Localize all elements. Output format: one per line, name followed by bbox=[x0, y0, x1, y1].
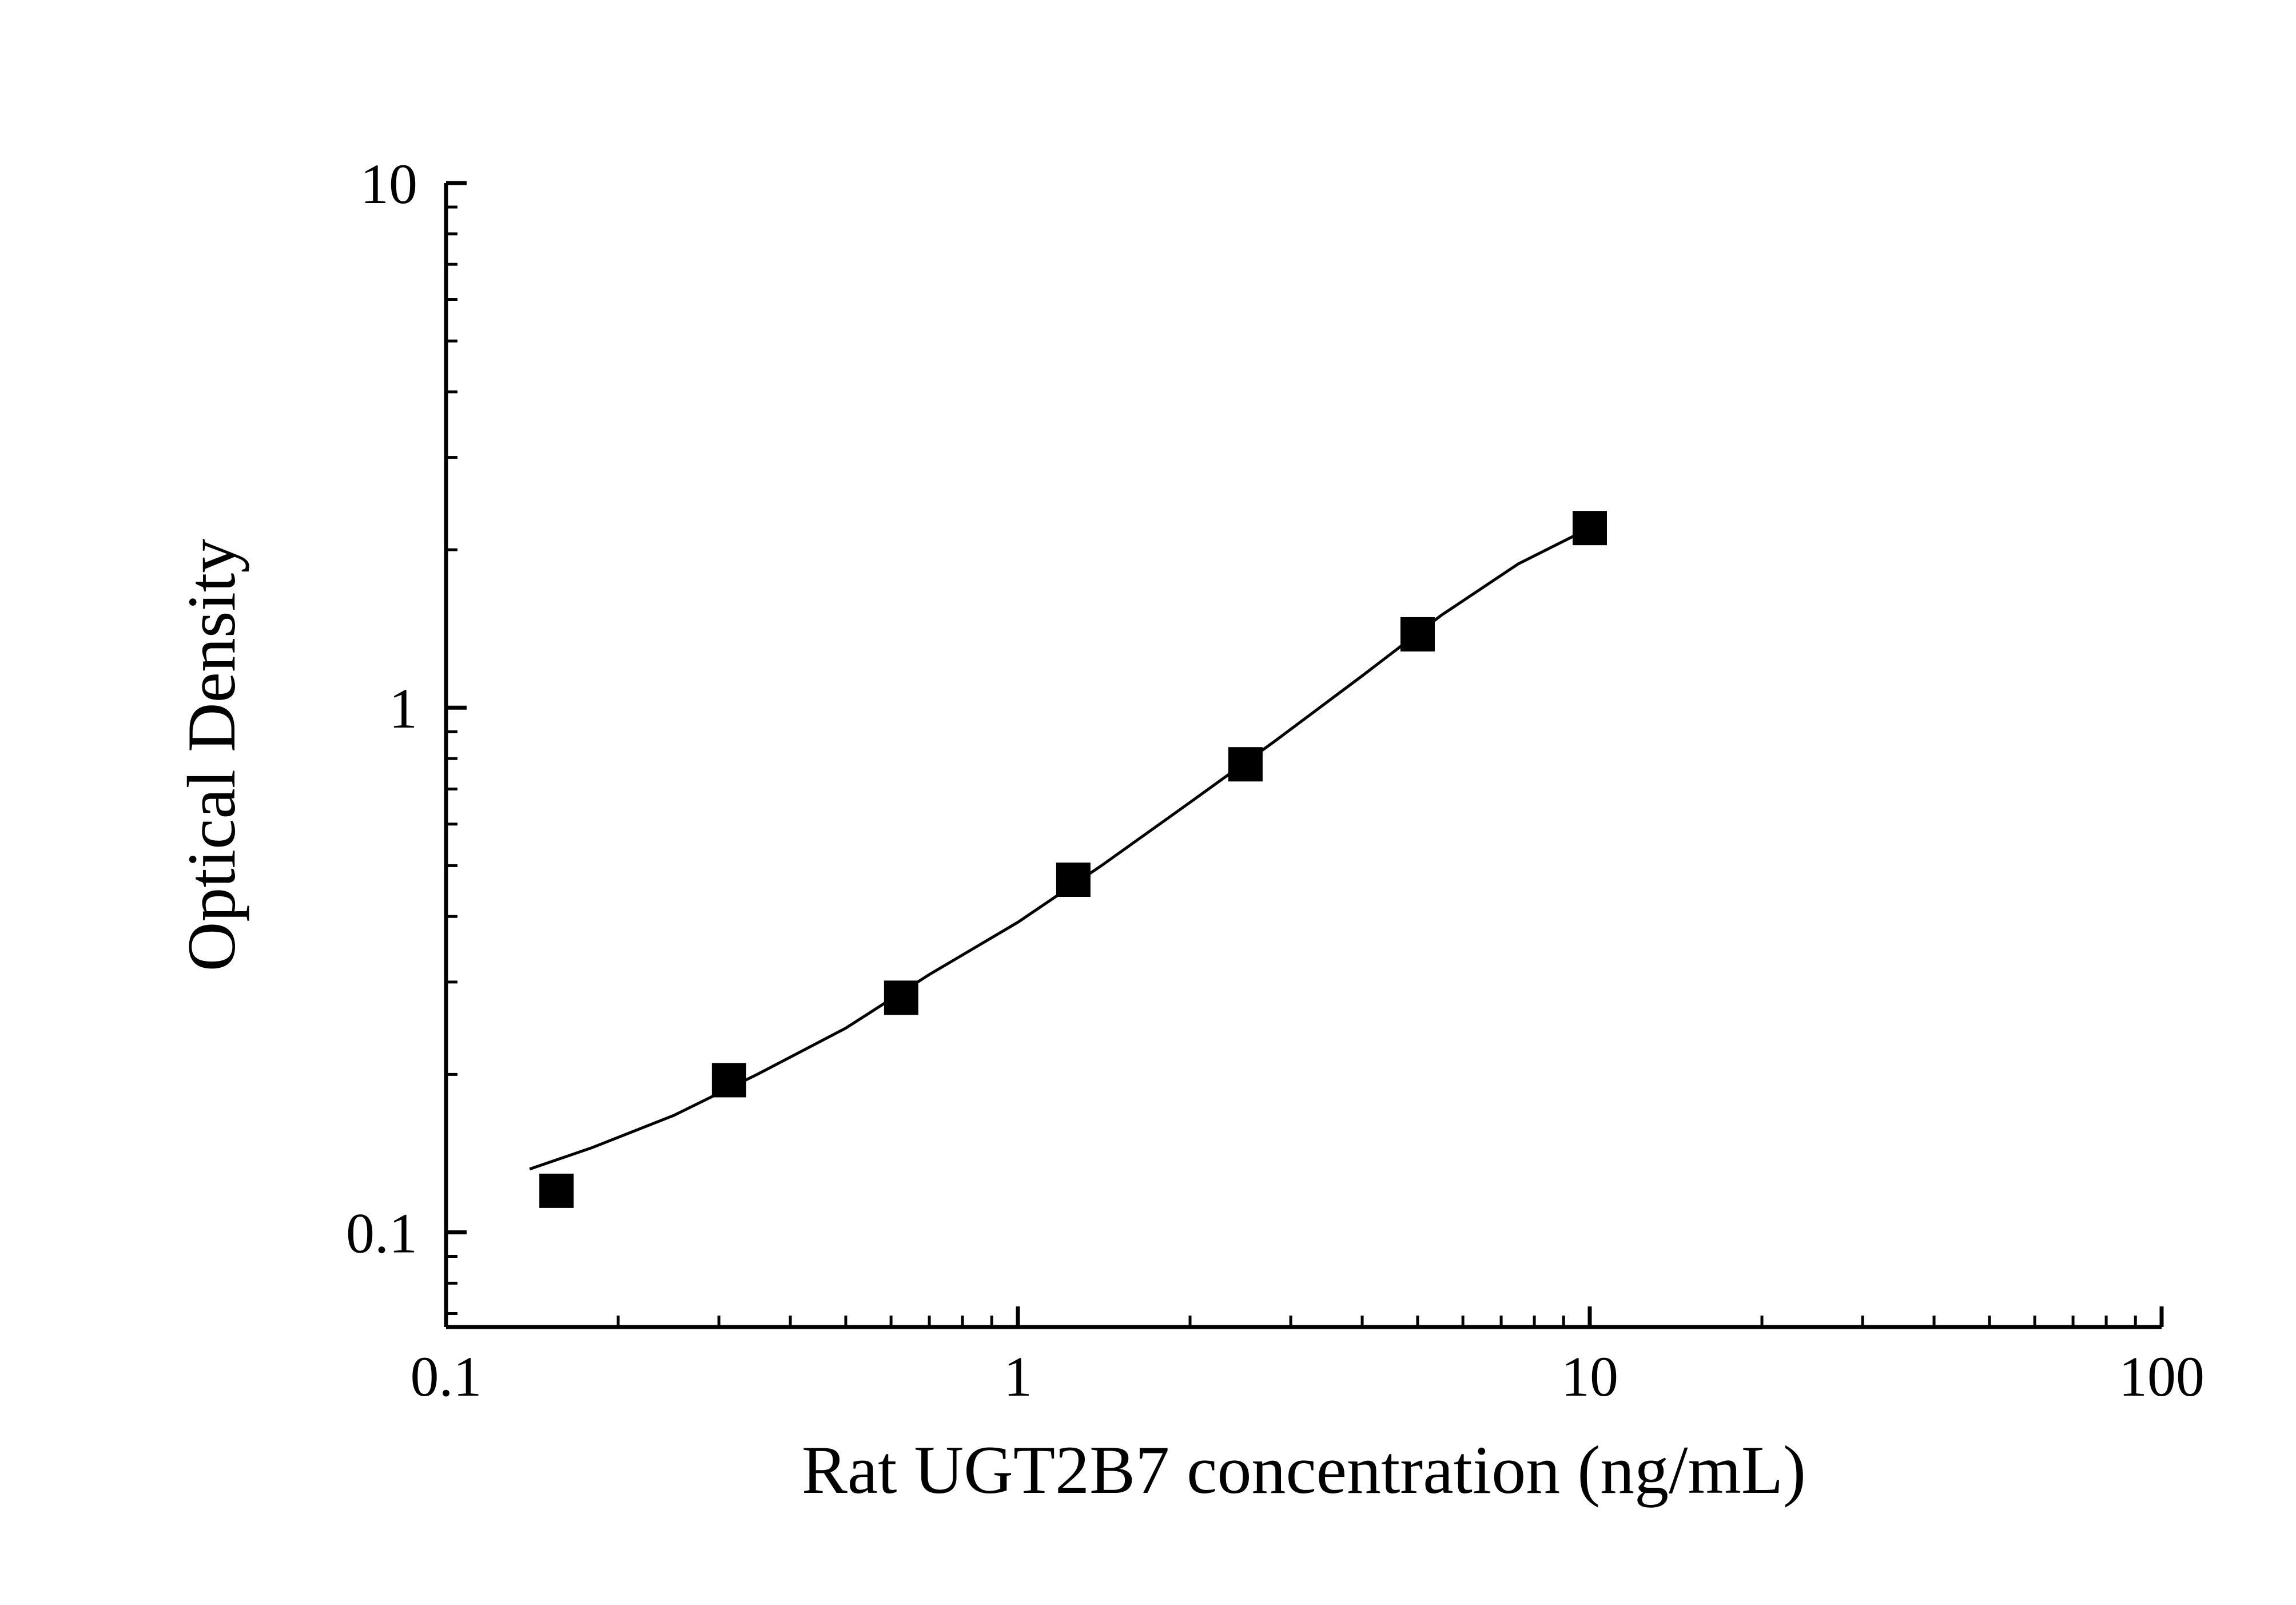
data-marker bbox=[1056, 863, 1091, 897]
y-axis-label: Optical Density bbox=[173, 539, 249, 972]
x-tick-label: 1 bbox=[1004, 1345, 1032, 1408]
y-tick-label: 1 bbox=[389, 677, 417, 740]
y-tick-label: 0.1 bbox=[346, 1201, 417, 1265]
data-marker bbox=[712, 1063, 746, 1097]
x-tick-label: 0.1 bbox=[411, 1345, 482, 1408]
x-tick-label: 100 bbox=[2119, 1345, 2205, 1408]
chart-svg: 0.1 1 10 100 0.1 1 10 Rat UGT2B7 concentration … bbox=[0, 0, 2296, 1605]
data-marker bbox=[1228, 747, 1263, 781]
data-marker bbox=[1400, 617, 1435, 651]
x-tick-label: 10 bbox=[1561, 1345, 1618, 1408]
y-tick-label: 10 bbox=[360, 152, 417, 216]
data-marker bbox=[884, 980, 918, 1015]
data-marker bbox=[1573, 511, 1607, 545]
data-marker bbox=[539, 1174, 574, 1208]
x-axis-label: Rat UGT2B7 concentration (ng/mL) bbox=[802, 1432, 1806, 1508]
chart-container: 0.1 1 10 100 0.1 1 10 Rat UGT2B7 concentration … bbox=[0, 0, 2296, 1605]
